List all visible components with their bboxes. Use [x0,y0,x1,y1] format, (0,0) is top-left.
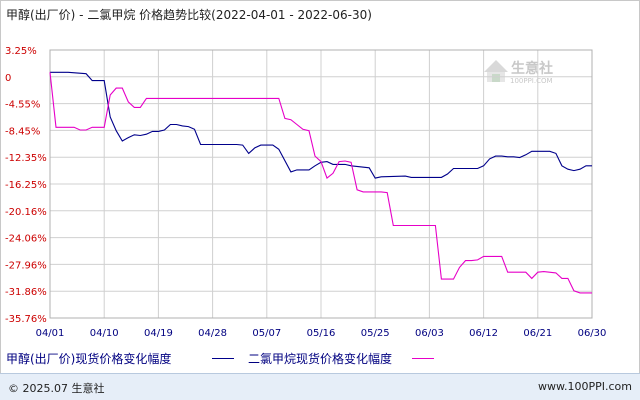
y-tick-label: -24.06% [5,234,47,245]
y-tick-label: -35.76% [5,314,47,325]
legend: 甲醇(出厂价)现货价格变化幅度 二氯甲烷现货价格变化幅度 [0,344,640,372]
legend-swatch-methanol [212,358,234,359]
y-tick-label: -12.35% [5,153,47,164]
y-tick-label: -20.16% [5,207,47,218]
y-tick-label: 3.25% [5,46,37,57]
y-tick-label: -31.86% [5,287,47,298]
plot-area [49,49,593,319]
x-tick-label: 05/07 [252,328,281,339]
logo-house-icon [484,60,508,82]
watermark: 生意社 100PPI.COM [484,60,553,85]
y-tick-label: -4.55% [5,100,40,111]
site-link[interactable]: www.100PPI.com [538,380,632,393]
series-line-methanol [50,71,592,179]
copyright-text: © 2025.07 生意社 [8,382,105,395]
y-tick-label: -8.45% [5,126,40,137]
x-tick-label: 05/25 [361,328,390,339]
y-tick-label: -27.96% [5,260,47,271]
x-tick-label: 04/01 [36,328,65,339]
legend-series-methanol: 甲醇(出厂价)现货价格变化幅度 [6,352,172,366]
x-tick-label: 06/30 [578,328,607,339]
x-tick-label: 04/28 [198,328,227,339]
y-tick-label: 0 [5,73,11,84]
x-tick-label: 06/21 [523,328,552,339]
x-tick-label: 04/10 [90,328,119,339]
legend-series-dcm: 二氯甲烷现货价格变化幅度 [248,352,393,366]
legend-swatch-dcm [412,358,434,359]
series-line-dcm [49,72,592,294]
x-tick-label: 06/03 [415,328,444,339]
x-tick-label: 04/19 [144,328,173,339]
watermark-name: 生意社 [511,60,553,77]
watermark-url: 100PPI.COM [510,77,553,85]
y-tick-label: -16.25% [5,180,47,191]
x-tick-label: 05/16 [307,328,336,339]
x-tick-label: 06/12 [469,328,498,339]
footer-bar: © 2025.07 生意社 www.100PPI.com [0,373,640,400]
chart-title: 甲醇(出厂价) - 二氯甲烷 价格趋势比较(2022-04-01 - 2022-… [6,8,372,22]
